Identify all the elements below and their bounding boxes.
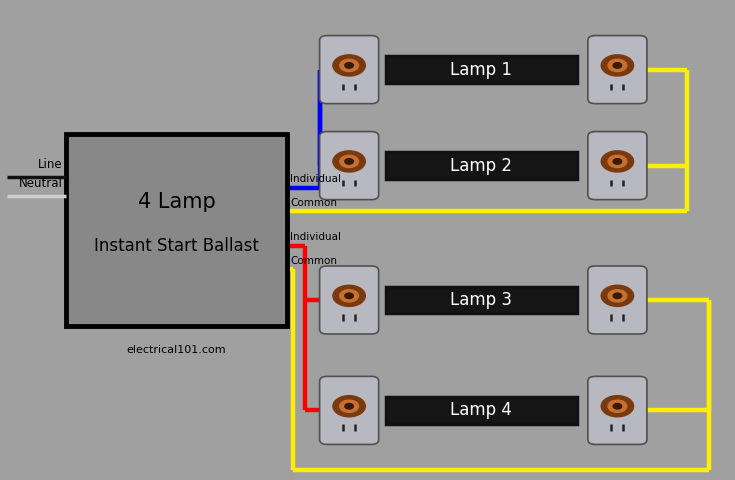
Bar: [386, 56, 577, 83]
FancyBboxPatch shape: [588, 266, 647, 334]
Bar: [386, 397, 577, 424]
Text: Line: Line: [37, 158, 62, 171]
Text: Common: Common: [290, 198, 337, 208]
Text: Individual: Individual: [290, 174, 341, 184]
Circle shape: [613, 293, 622, 299]
Bar: [66, 134, 287, 326]
Circle shape: [345, 403, 354, 409]
Circle shape: [601, 396, 634, 417]
FancyBboxPatch shape: [320, 376, 379, 444]
Circle shape: [608, 400, 627, 412]
Circle shape: [601, 151, 634, 172]
Circle shape: [613, 62, 622, 68]
Text: Instant Start Ballast: Instant Start Ballast: [94, 237, 259, 255]
Circle shape: [613, 403, 622, 409]
Circle shape: [333, 285, 365, 306]
Circle shape: [613, 158, 622, 164]
Circle shape: [345, 158, 354, 164]
Circle shape: [333, 396, 365, 417]
FancyBboxPatch shape: [320, 132, 379, 200]
FancyBboxPatch shape: [320, 266, 379, 334]
FancyBboxPatch shape: [588, 132, 647, 200]
Circle shape: [340, 156, 359, 168]
Circle shape: [340, 290, 359, 302]
Circle shape: [601, 285, 634, 306]
FancyBboxPatch shape: [588, 36, 647, 104]
Circle shape: [333, 151, 365, 172]
Circle shape: [345, 293, 354, 299]
Circle shape: [601, 55, 634, 76]
Circle shape: [333, 55, 365, 76]
Circle shape: [345, 62, 354, 68]
Text: Lamp 4: Lamp 4: [451, 401, 512, 420]
Text: Lamp 3: Lamp 3: [451, 291, 512, 309]
FancyBboxPatch shape: [320, 36, 379, 104]
Text: Individual: Individual: [290, 232, 341, 242]
Text: Neutral: Neutral: [18, 177, 62, 190]
Text: Lamp 2: Lamp 2: [451, 156, 512, 175]
Text: electrical101.com: electrical101.com: [126, 346, 226, 355]
Text: 4 Lamp: 4 Lamp: [137, 192, 215, 212]
Circle shape: [340, 60, 359, 72]
Circle shape: [608, 290, 627, 302]
Bar: [386, 287, 577, 313]
Bar: [386, 152, 577, 179]
Circle shape: [608, 60, 627, 72]
Text: Common: Common: [290, 256, 337, 266]
Circle shape: [340, 400, 359, 412]
Circle shape: [608, 156, 627, 168]
Text: Lamp 1: Lamp 1: [451, 60, 512, 79]
FancyBboxPatch shape: [588, 376, 647, 444]
